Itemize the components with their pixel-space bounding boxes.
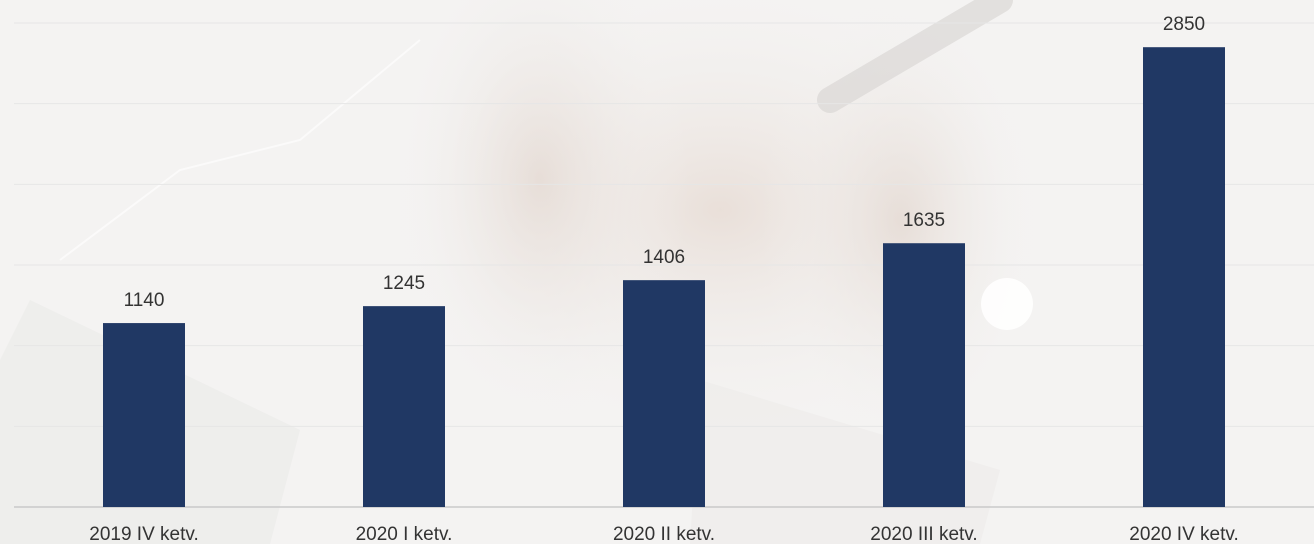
data-labels: 1140 1245 1406 1635 2850: [124, 14, 1206, 311]
bars: [103, 47, 1225, 507]
data-label: 2850: [1163, 14, 1205, 35]
bar: [1143, 47, 1225, 507]
x-tick-label: 2020 IV ketv.: [1129, 524, 1239, 544]
data-label: 1635: [903, 210, 945, 231]
bar: [363, 306, 445, 507]
x-tick-labels: 2019 IV ketv. 2020 I ketv. 2020 II ketv. 20…: [89, 524, 1239, 544]
data-label: 1245: [383, 273, 425, 294]
x-tick-label: 2020 III ketv.: [870, 524, 977, 544]
bar: [623, 280, 705, 507]
x-tick-label: 2019 IV ketv.: [89, 524, 199, 544]
bar: [883, 243, 965, 507]
data-label: 1140: [124, 290, 165, 311]
x-tick-label: 2020 II ketv.: [613, 524, 715, 544]
x-tick-label: 2020 I ketv.: [356, 524, 453, 544]
data-label: 1406: [643, 247, 685, 268]
bar: [103, 323, 185, 507]
